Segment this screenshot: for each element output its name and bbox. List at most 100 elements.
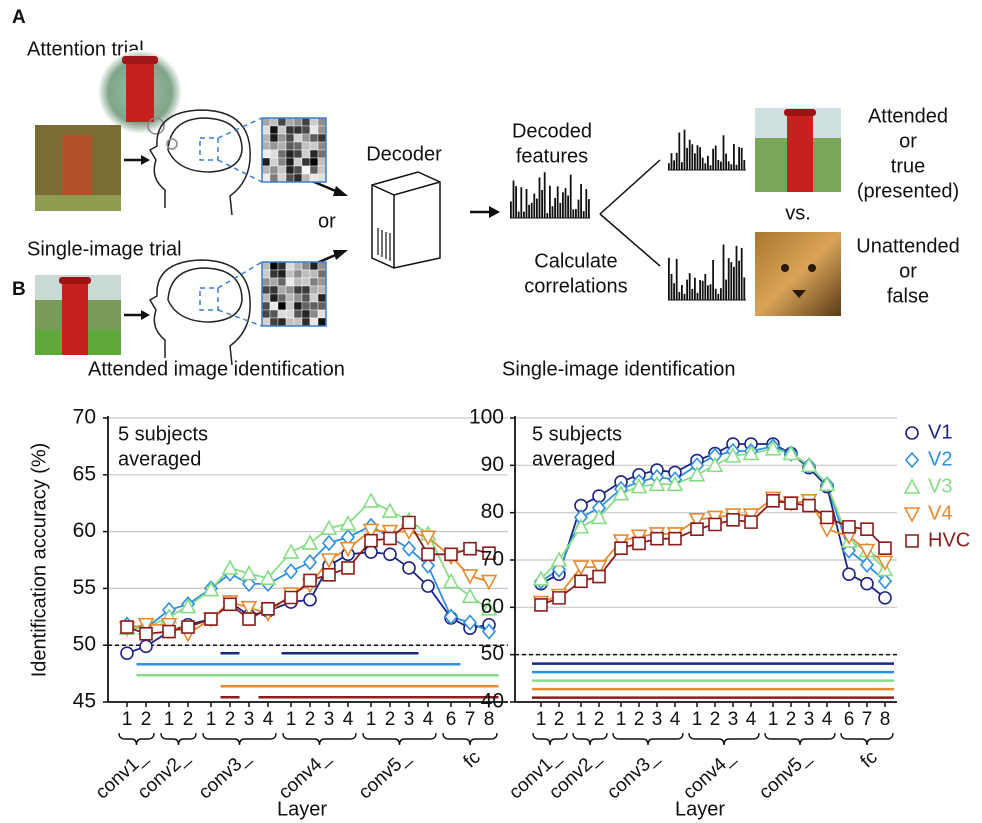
marker	[482, 576, 496, 589]
voxel	[302, 166, 310, 174]
marker	[821, 511, 833, 523]
marker	[906, 453, 918, 467]
marker	[163, 626, 175, 638]
feature-bar	[704, 163, 706, 170]
feature-bar	[541, 190, 543, 218]
voxel	[294, 118, 302, 126]
legend-label: HVC	[928, 529, 970, 551]
voxel	[294, 302, 302, 310]
feature-bar	[528, 205, 530, 218]
y-tick-label: 60	[73, 519, 96, 542]
voxel	[270, 310, 278, 318]
x-tick-label: 4	[822, 709, 833, 730]
marker	[767, 495, 779, 507]
panel-label: A	[12, 7, 26, 28]
marker	[843, 568, 855, 580]
y-tick-label: 90	[481, 453, 504, 476]
voxel	[262, 302, 270, 310]
voxel	[318, 270, 326, 278]
feature-bar	[518, 212, 520, 218]
feature-bar	[717, 294, 719, 300]
voxel	[286, 150, 294, 158]
brace	[119, 733, 154, 745]
brace	[363, 733, 436, 745]
voxel	[278, 318, 286, 326]
voxel	[318, 262, 326, 270]
feature-bar	[678, 132, 680, 170]
marker	[727, 514, 739, 526]
x-tick-label: 2	[305, 709, 316, 730]
voxel	[270, 166, 278, 174]
marker	[403, 517, 415, 529]
voxel	[270, 270, 278, 278]
x-tick-label: 2	[385, 709, 396, 730]
chart-title: Attended image identification	[88, 358, 345, 380]
feature-bar	[572, 209, 574, 218]
voxel	[302, 262, 310, 270]
y-axis-label: Identification accuracy (%)	[28, 443, 50, 678]
feature-bar	[671, 153, 673, 170]
attended-label: (presented)	[857, 180, 959, 202]
voxel	[270, 174, 278, 182]
marker	[803, 500, 815, 512]
voxel	[286, 302, 294, 310]
x-tick-label: 1	[692, 709, 703, 730]
annotation: averaged	[118, 448, 201, 470]
voxel	[278, 278, 286, 286]
x-tick-label: 4	[263, 709, 274, 730]
feature-bar	[712, 260, 714, 300]
voxel	[262, 174, 270, 182]
voxel	[294, 310, 302, 318]
feature-bar	[723, 135, 725, 170]
feature-bar	[536, 199, 538, 218]
marker	[285, 564, 297, 578]
single-image	[35, 275, 121, 355]
voxel	[310, 286, 318, 294]
voxel	[286, 166, 294, 174]
voxel	[310, 278, 318, 286]
feature-bar	[552, 206, 554, 218]
feature-bar	[668, 258, 670, 300]
trial-label: Single-image trial	[27, 238, 182, 260]
attention-images	[35, 50, 182, 211]
feature-bar	[526, 189, 528, 218]
voxel	[302, 134, 310, 142]
group-label: conv4_	[679, 747, 739, 804]
marker	[575, 575, 587, 587]
marker	[223, 561, 237, 574]
voxel	[302, 126, 310, 134]
marker	[879, 542, 891, 554]
group-label: conv3_	[603, 747, 663, 804]
marker	[403, 562, 415, 574]
voxel	[302, 318, 310, 326]
group-label: conv3_	[195, 747, 255, 804]
feature-bar	[699, 280, 701, 300]
feature-bar	[523, 212, 525, 218]
voxel	[294, 278, 302, 286]
unattended-label: Unattended	[856, 235, 959, 257]
decoded-label: features	[516, 145, 588, 167]
feature-bar	[580, 184, 582, 218]
marker	[182, 621, 194, 633]
voxel	[286, 158, 294, 166]
feature-bar	[730, 164, 732, 170]
feature-bar	[743, 277, 745, 300]
marker	[422, 580, 434, 592]
voxel	[270, 262, 278, 270]
group-label: conv5_	[355, 747, 415, 804]
line-chart: 45505560657012conv1_12conv2_1234conv3_12…	[12, 279, 508, 820]
voxel	[278, 150, 286, 158]
marker	[906, 427, 918, 439]
voxel	[318, 174, 326, 182]
voxel	[278, 310, 286, 318]
x-tick-label: 1	[122, 709, 133, 730]
feature-bar	[686, 148, 688, 170]
brace	[689, 733, 759, 745]
feature-bar	[710, 165, 712, 170]
x-tick-label: 1	[576, 709, 587, 730]
voxel	[286, 118, 294, 126]
voxel	[286, 286, 294, 294]
voxel	[262, 270, 270, 278]
voxel	[286, 294, 294, 302]
voxel	[318, 142, 326, 150]
